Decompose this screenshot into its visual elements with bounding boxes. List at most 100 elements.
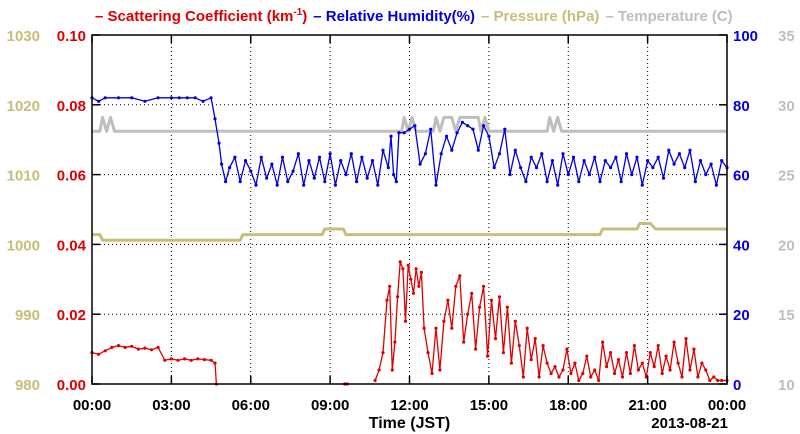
scattering-point	[700, 361, 704, 365]
temperature-tick-label: 35	[778, 28, 795, 45]
scattering-point	[672, 340, 676, 344]
scattering-point	[561, 368, 565, 372]
scattering-point	[169, 357, 173, 361]
scattering-point	[450, 326, 454, 330]
humidity-point	[714, 183, 719, 187]
scattering-point	[183, 357, 187, 361]
pressure-tick-label: 1030	[7, 28, 40, 45]
humidity-point	[667, 148, 671, 152]
scattering-point	[537, 375, 541, 379]
humidity-point	[307, 159, 311, 163]
scattering-point	[419, 270, 423, 274]
scattering-point	[136, 347, 140, 351]
humidity-point	[603, 159, 607, 163]
humidity-point	[704, 173, 708, 177]
humidity-point	[220, 162, 224, 166]
humidity-point	[376, 183, 380, 187]
scattering-point	[458, 274, 462, 278]
humidity-point	[492, 166, 496, 170]
scattering-point	[549, 371, 553, 376]
temperature-tick-label: 10	[778, 377, 795, 394]
humidity-point	[296, 152, 300, 156]
humidity-point	[619, 180, 623, 184]
scattering-point	[103, 349, 107, 353]
humidity-point	[213, 117, 217, 121]
humidity-point	[177, 96, 181, 100]
scattering-point	[696, 375, 700, 379]
humidity-point	[624, 152, 629, 156]
humidity-point	[286, 180, 290, 184]
scattering-point	[411, 291, 416, 295]
scattering-point	[609, 351, 613, 355]
scattering-point	[442, 319, 446, 323]
scattering-point	[486, 354, 490, 358]
humidity-tick-label: 100	[733, 28, 758, 45]
scattering-point	[213, 361, 217, 365]
humidity-point	[103, 96, 107, 100]
humidity-point	[550, 159, 555, 163]
scattering-point	[430, 371, 434, 376]
scattering-point	[652, 365, 656, 369]
scattering-point	[581, 371, 585, 376]
scattering-point	[553, 365, 557, 369]
humidity-tick-label: 40	[733, 237, 750, 254]
humidity-point	[193, 96, 197, 100]
humidity-point	[254, 183, 258, 187]
x-tick-label: 18:00	[549, 397, 587, 414]
humidity-point	[302, 183, 306, 187]
humidity-point	[339, 159, 343, 163]
scattering-tick-label: 0.02	[57, 307, 86, 324]
legend-item: – Pressure (hPa)	[481, 8, 599, 25]
humidity-point	[582, 159, 586, 163]
humidity-point	[156, 96, 160, 100]
scattering-point	[403, 319, 408, 323]
humidity-point	[323, 180, 327, 184]
humidity-point	[529, 155, 533, 159]
scattering-point	[110, 345, 114, 349]
scattering-point	[163, 358, 167, 362]
scattering-point	[716, 378, 720, 383]
humidity-point	[386, 166, 390, 170]
humidity-point	[646, 159, 650, 163]
scattering-point	[593, 368, 597, 372]
scattering-point	[202, 358, 206, 362]
scattering-point	[123, 345, 127, 349]
humidity-point	[434, 183, 438, 187]
scattering-point	[664, 354, 668, 358]
scattering-point	[478, 305, 482, 309]
humidity-point	[709, 162, 713, 166]
scattering-point	[409, 277, 413, 281]
humidity-point	[423, 152, 427, 156]
temperature-tick-label: 25	[778, 168, 795, 185]
humidity-point	[270, 162, 274, 166]
humidity-point	[661, 176, 666, 180]
scattering-point	[426, 351, 430, 355]
scattering-point	[573, 361, 577, 365]
x-tick-label: 00:00	[708, 397, 746, 414]
pressure-tick-label: 990	[15, 307, 40, 324]
humidity-point	[534, 166, 539, 170]
scattering-point	[396, 295, 400, 299]
scattering-point	[434, 326, 438, 330]
pressure-line	[92, 222, 727, 242]
humidity-point	[328, 152, 332, 156]
scattering-point	[640, 361, 644, 365]
humidity-point	[471, 127, 475, 131]
humidity-point	[609, 166, 613, 170]
legend-item: – Temperature (C)	[605, 8, 732, 25]
scattering-point	[422, 326, 426, 330]
humidity-point	[635, 155, 639, 159]
humidity-point	[249, 169, 253, 173]
humidity-point	[587, 173, 592, 177]
humidity-point	[519, 166, 523, 170]
scattering-point	[398, 260, 402, 264]
humidity-point	[407, 127, 412, 131]
scattering-point	[406, 263, 410, 267]
humidity-point	[201, 99, 205, 103]
scattering-point	[589, 375, 593, 379]
scattering-line	[91, 344, 218, 385]
humidity-point	[209, 96, 213, 100]
scattering-point	[156, 345, 160, 349]
humidity-point	[593, 155, 597, 159]
scattering-point	[656, 344, 660, 348]
